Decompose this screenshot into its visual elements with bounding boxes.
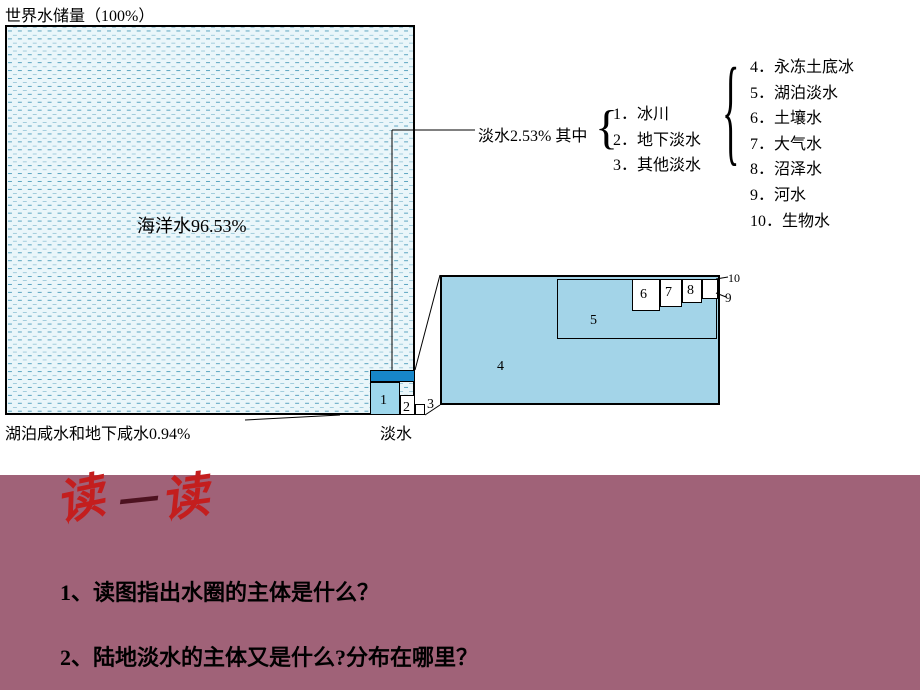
question-2: 2、陆地淡水的主体又是什么?分布在哪里？ xyxy=(60,640,478,672)
other-item-9: 9．河水 xyxy=(750,183,854,209)
saline-label: 湖泊咸水和地下咸水0.94% xyxy=(5,420,190,444)
other-item-6: 6．土壤水 xyxy=(750,106,854,132)
label-3: 3 xyxy=(427,397,434,413)
other-item-5: 5．湖泊淡水 xyxy=(750,81,854,107)
label-1: 1 xyxy=(380,393,387,409)
brace-2: { xyxy=(722,50,739,170)
freshwater-label: 淡水 xyxy=(380,420,412,444)
ocean-box: 海洋水96.53% xyxy=(5,25,415,415)
read-title-b: 一 xyxy=(112,468,158,530)
fresh-box-top xyxy=(370,370,415,382)
zoom-box: 4 5 6 7 8 xyxy=(440,275,720,405)
zoom-label-7: 7 xyxy=(665,285,672,301)
question-1: 1、读图指出水圈的主体是什么？ xyxy=(60,575,379,607)
other-item-4: 4．永冻土底冰 xyxy=(750,55,854,81)
fresh-list: 1．冰川 2．地下淡水 3．其他淡水 xyxy=(613,102,701,179)
other-item-7: 7．大气水 xyxy=(750,132,854,158)
zoom-label-4: 4 xyxy=(497,359,504,375)
diagram-title: 世界水储量（100%） xyxy=(5,2,154,26)
zoom-label-6: 6 xyxy=(640,287,647,303)
zoom-9-10 xyxy=(702,279,718,299)
other-item-10: 10．生物水 xyxy=(750,209,854,235)
zoom-label-5: 5 xyxy=(590,313,597,329)
fresh-item-2: 2．地下淡水 xyxy=(613,128,701,154)
zoom-label-9: 9 xyxy=(725,290,732,306)
other-item-8: 8．沼泽水 xyxy=(750,157,854,183)
zoom-label-10: 10 xyxy=(728,271,740,286)
other-list: 4．永冻土底冰 5．湖泊淡水 6．土壤水 7．大气水 8．沼泽水 9．河水 10… xyxy=(750,55,854,234)
ocean-label: 海洋水96.53% xyxy=(137,212,247,238)
freshwater-pct-label: 淡水2.53% 其中 xyxy=(478,122,587,146)
zoom-label-8: 8 xyxy=(687,283,694,299)
fresh-item-1: 1．冰川 xyxy=(613,102,701,128)
fresh-item-3: 3．其他淡水 xyxy=(613,153,701,179)
fresh-box-3-outline xyxy=(415,404,425,415)
label-2: 2 xyxy=(403,400,410,416)
read-title-c: 读 xyxy=(155,455,212,531)
